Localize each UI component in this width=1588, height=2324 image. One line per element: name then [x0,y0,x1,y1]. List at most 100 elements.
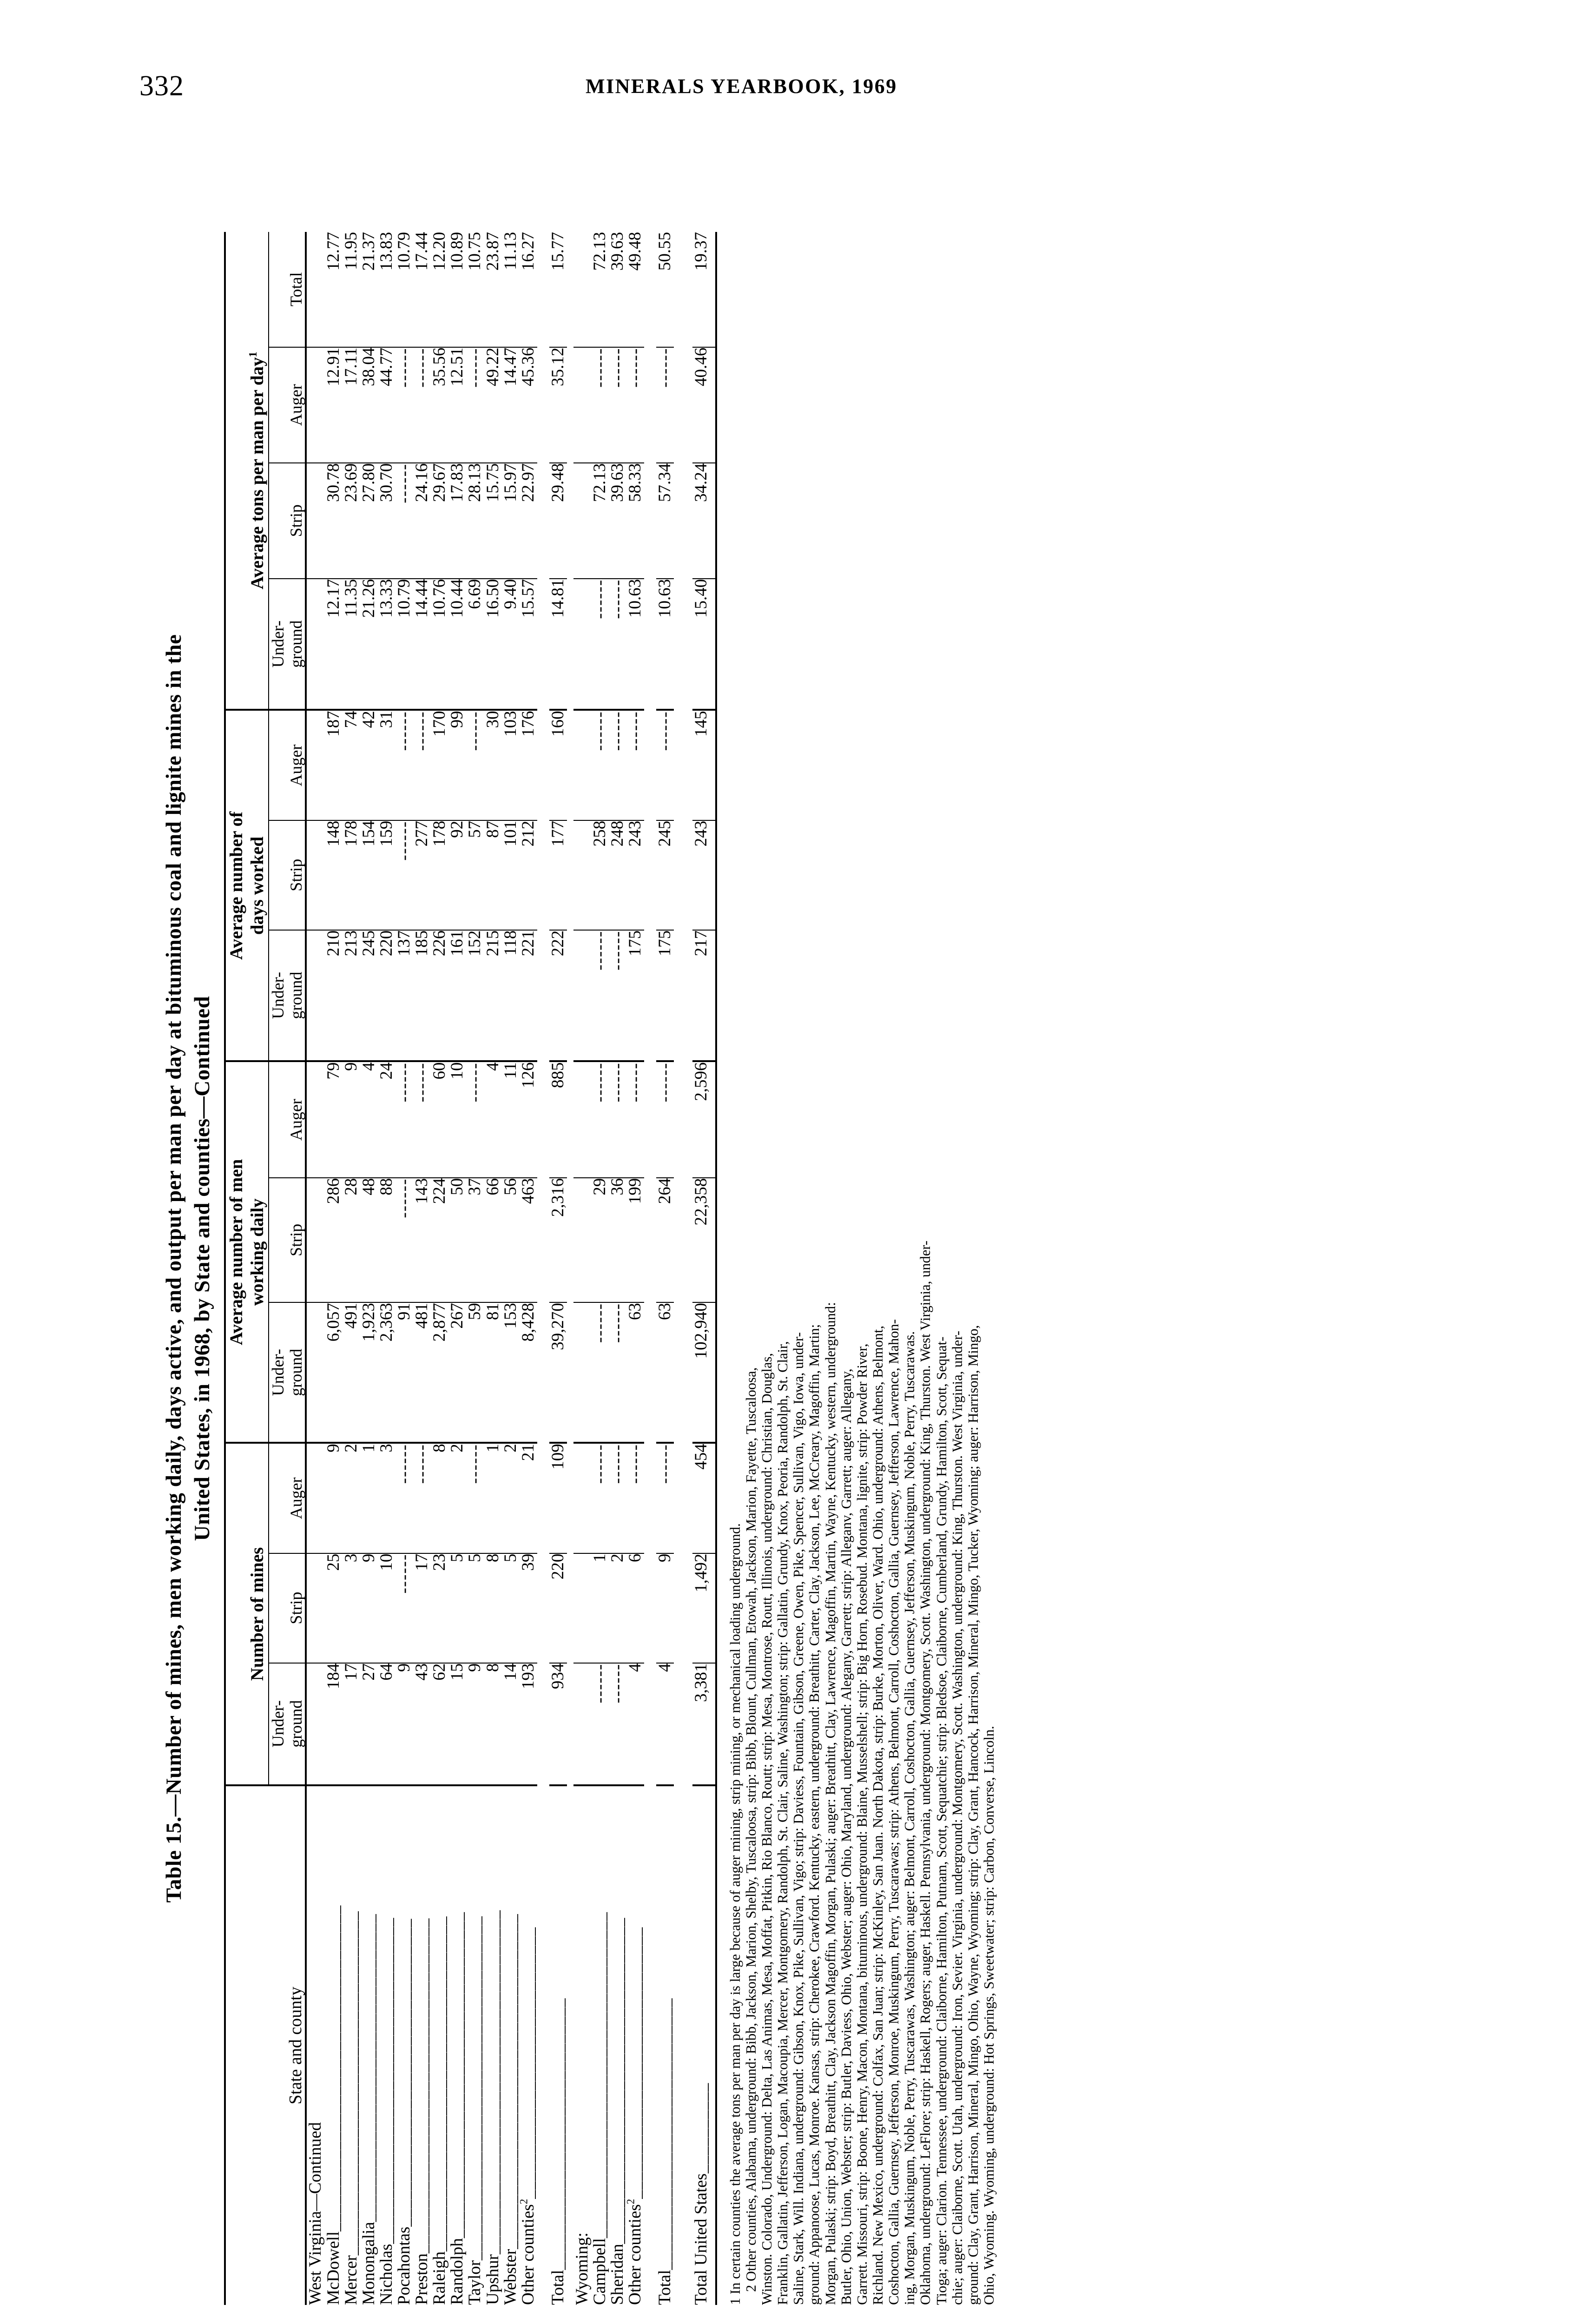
table-cell: ------ [394,1061,413,1178]
table-cell: 3,381 [692,1663,716,1785]
table-cell: 22.97 [518,462,537,579]
table-cell: 10.63 [655,578,674,710]
table-row: Campbell________________________________… [590,232,609,2305]
table-cell: 11.13 [501,232,520,347]
table-cell: 87 [483,820,502,930]
table-cell: 176 [518,710,537,820]
table-cell: 6,057 [323,1302,343,1443]
table-cell: 154 [359,820,378,930]
table-cell: 118 [501,930,520,1062]
table-row: McDowell________________________________… [323,232,343,2305]
table-cell: 12.77 [323,232,343,347]
table-cell: 224 [430,1177,449,1303]
table-cell: ------ [608,578,627,710]
table-cell: 60 [430,1061,449,1178]
table-bottom-rule [716,232,719,2305]
table-cell: 210 [323,930,343,1062]
footnote-2-line-10: Coshocton, Gallia, Guernsey, Jefferson, … [885,1319,902,2305]
table-cell: 220 [376,930,395,1062]
table-cell: 221 [518,930,537,1062]
subheader-days-auger: Auger [268,710,306,820]
stub-column-header: State and county [224,1785,306,2305]
table-cell: 2 [501,1443,520,1553]
row-label: Other counties2_________________________… [625,1927,645,2305]
table-cell [573,1302,591,1443]
footnote-marker-1: 1 [246,351,259,357]
table-cell: 1 [590,1553,609,1663]
table-cell: 101 [501,820,520,930]
table-cell: 15.97 [501,462,520,579]
table-cell [573,232,591,347]
subheader-men-auger: Auger [268,1061,306,1178]
table-cell: 934 [548,1663,567,1785]
footnote-2-line-16: Ohio, Wyoming. Wyoming, underground: Hot… [981,1726,997,2305]
table-cell: 145 [692,710,716,820]
footnote-2-line-13: Tioga; auger: Clarion. Tennessee, underg… [933,1336,949,2305]
table-cell: 491 [341,1302,360,1443]
footnote-2-line-5: ground: Appanoose, Lucas, Monroe. Kansas… [806,1324,822,2305]
subheader-men-underground: Under-ground [268,1302,306,1443]
footnote-marker-2: 2 [517,2199,529,2205]
footnote-2-line-4: Saline, Stark, Will. Indiana, undergroun… [790,1332,806,2305]
row-label: Nicholas________________________________… [376,1917,396,2305]
table-cell: ------ [608,930,627,1062]
group-header-days-line1: Average number of [226,811,246,960]
table-row: Taylor__________________________________… [465,232,484,2305]
table-cell [573,462,591,579]
table-cell: 24 [376,1061,395,1178]
table-cell: ------ [465,347,484,463]
table-cell: ------ [394,820,413,930]
group-header-men-working-daily: Average number of men working daily [224,1061,269,1443]
table-cell: 10 [448,1061,467,1178]
table-cell: 6.69 [465,578,484,710]
table-cell: 9 [394,1663,413,1785]
subheader-tons-strip: Strip [268,462,306,579]
table-cell: 72.13 [590,232,609,347]
table-cell [305,1443,325,1553]
table-cell [305,1177,325,1303]
table-cell: 1 [483,1443,502,1553]
footnote-2-line-14: chie; auger: Claiborne, Scott. Utah, und… [949,1331,965,2305]
footnote-2-line-2: Winston. Colorado, Underground: Delta, L… [758,1353,775,2305]
table-cell: 17.83 [448,462,467,579]
table-cell: 36 [608,1177,627,1303]
table-cell: 184 [323,1663,343,1785]
table-cell: 42 [359,710,378,820]
table-cell: 72.13 [590,462,609,579]
table-cell [305,462,325,579]
table-row: Pocahontas______________________________… [394,232,413,2305]
table-cell: 64 [376,1663,395,1785]
table-row: Webster_________________________________… [501,232,520,2305]
table-row: Sheridan________________________________… [608,232,627,2305]
table-cell: 24.16 [412,462,431,579]
table-cell: ------ [590,347,609,463]
footnote-2-line-15: ground: Clay, Grant, Harrison, Mineral, … [965,1325,981,2305]
table-cell: 160 [548,710,567,820]
table-cell: 27.80 [359,462,378,579]
running-title: MINERALS YEARBOOK, 1969 [586,75,897,98]
table-cell: 63 [626,1302,645,1443]
table-row: Total United States__________ 3,381 1,492 4… [692,232,716,2305]
table-cell: 9 [655,1553,674,1663]
table-cell: 2 [608,1553,627,1663]
footnotes-block: 1 In certain counties the average tons p… [727,232,997,2305]
table-cell: 5 [448,1553,467,1663]
subheader-mines-auger: Auger [268,1443,306,1553]
table-cell: ------ [412,347,431,463]
table-row: Upshur__________________________________… [483,232,502,2305]
table-cell: ------ [608,347,627,463]
table-cell: ------ [590,1663,609,1785]
table-cell: 49.48 [626,232,645,347]
table-cell: 40.46 [692,347,716,463]
table-cell [573,1443,591,1553]
row-label: Taylor__________________________________… [465,1915,484,2305]
table-cell: ------ [608,1061,627,1178]
table-cell: 39,270 [548,1302,567,1443]
table-cell: 19.37 [692,232,716,347]
table-cell: 22,358 [692,1177,716,1303]
table-cell [573,1663,591,1785]
table-cell: 8 [483,1553,502,1663]
group-header-tons-per-man-day: Average tons per man per day1 [224,232,269,710]
table-cell: 199 [626,1177,645,1303]
